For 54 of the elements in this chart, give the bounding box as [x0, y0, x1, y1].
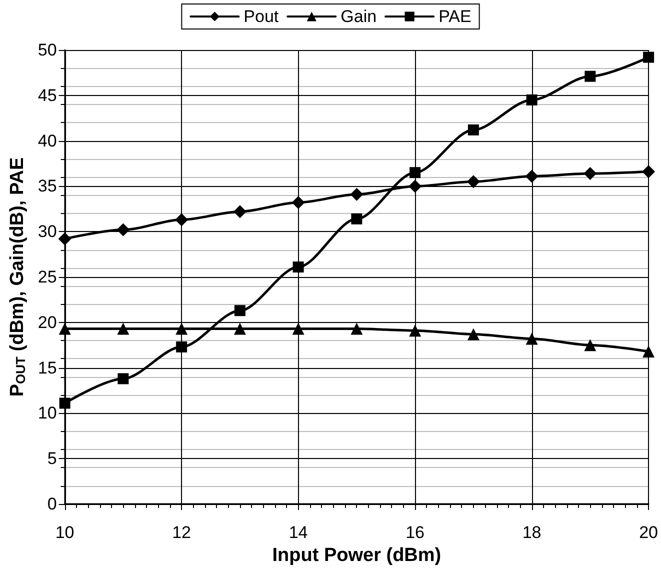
point — [292, 262, 304, 273]
y-tick-label: 25 — [38, 268, 57, 286]
y-tick-label: 20 — [38, 312, 57, 332]
point — [584, 70, 596, 82]
point — [642, 345, 655, 358]
y-tick-label: 15 — [38, 358, 57, 378]
point — [642, 165, 656, 178]
point — [350, 322, 363, 335]
point — [292, 322, 304, 335]
point — [176, 341, 188, 352]
point — [584, 166, 597, 180]
x-axis-title: Input Power (dBm) — [272, 544, 442, 566]
point — [525, 170, 538, 183]
point — [234, 305, 246, 316]
point — [526, 332, 538, 345]
point — [408, 180, 422, 193]
y-tick-label: 5 — [47, 449, 57, 468]
point — [116, 223, 130, 236]
point — [467, 328, 480, 340]
point — [526, 94, 538, 106]
y-tick-label: 35 — [38, 176, 57, 196]
point — [175, 213, 188, 226]
point — [117, 322, 130, 335]
x-tick-label: 18 — [522, 523, 542, 542]
point — [466, 175, 480, 188]
y-tick-label: 45 — [38, 86, 57, 105]
point — [58, 322, 71, 335]
legend-label: PAE — [438, 7, 472, 26]
x-tick-label: 12 — [172, 523, 192, 542]
x-tick-label: 14 — [288, 523, 308, 542]
point — [410, 167, 421, 178]
y-tick-label: 40 — [38, 131, 57, 150]
legend-label: Pout — [244, 7, 279, 26]
point — [584, 339, 596, 352]
point — [234, 322, 246, 335]
point — [643, 52, 654, 63]
y-axis-title: POUT (dBm), Gain(dB), PAE — [7, 157, 28, 397]
y-tick-label: 0 — [47, 494, 57, 514]
y-tick-label: 10 — [38, 404, 57, 423]
point — [118, 373, 129, 384]
point — [58, 232, 72, 246]
point — [350, 188, 364, 201]
y-tick-label: 50 — [38, 40, 57, 60]
legend-label: Gain — [340, 7, 377, 26]
point — [176, 322, 188, 335]
point — [59, 398, 70, 409]
point — [468, 124, 479, 136]
point — [292, 196, 305, 210]
x-tick-label: 20 — [639, 523, 658, 542]
y-tick-label: 30 — [38, 222, 57, 242]
point — [351, 213, 362, 224]
point — [233, 205, 246, 218]
x-tick-label: 16 — [406, 523, 425, 542]
point — [409, 324, 422, 337]
